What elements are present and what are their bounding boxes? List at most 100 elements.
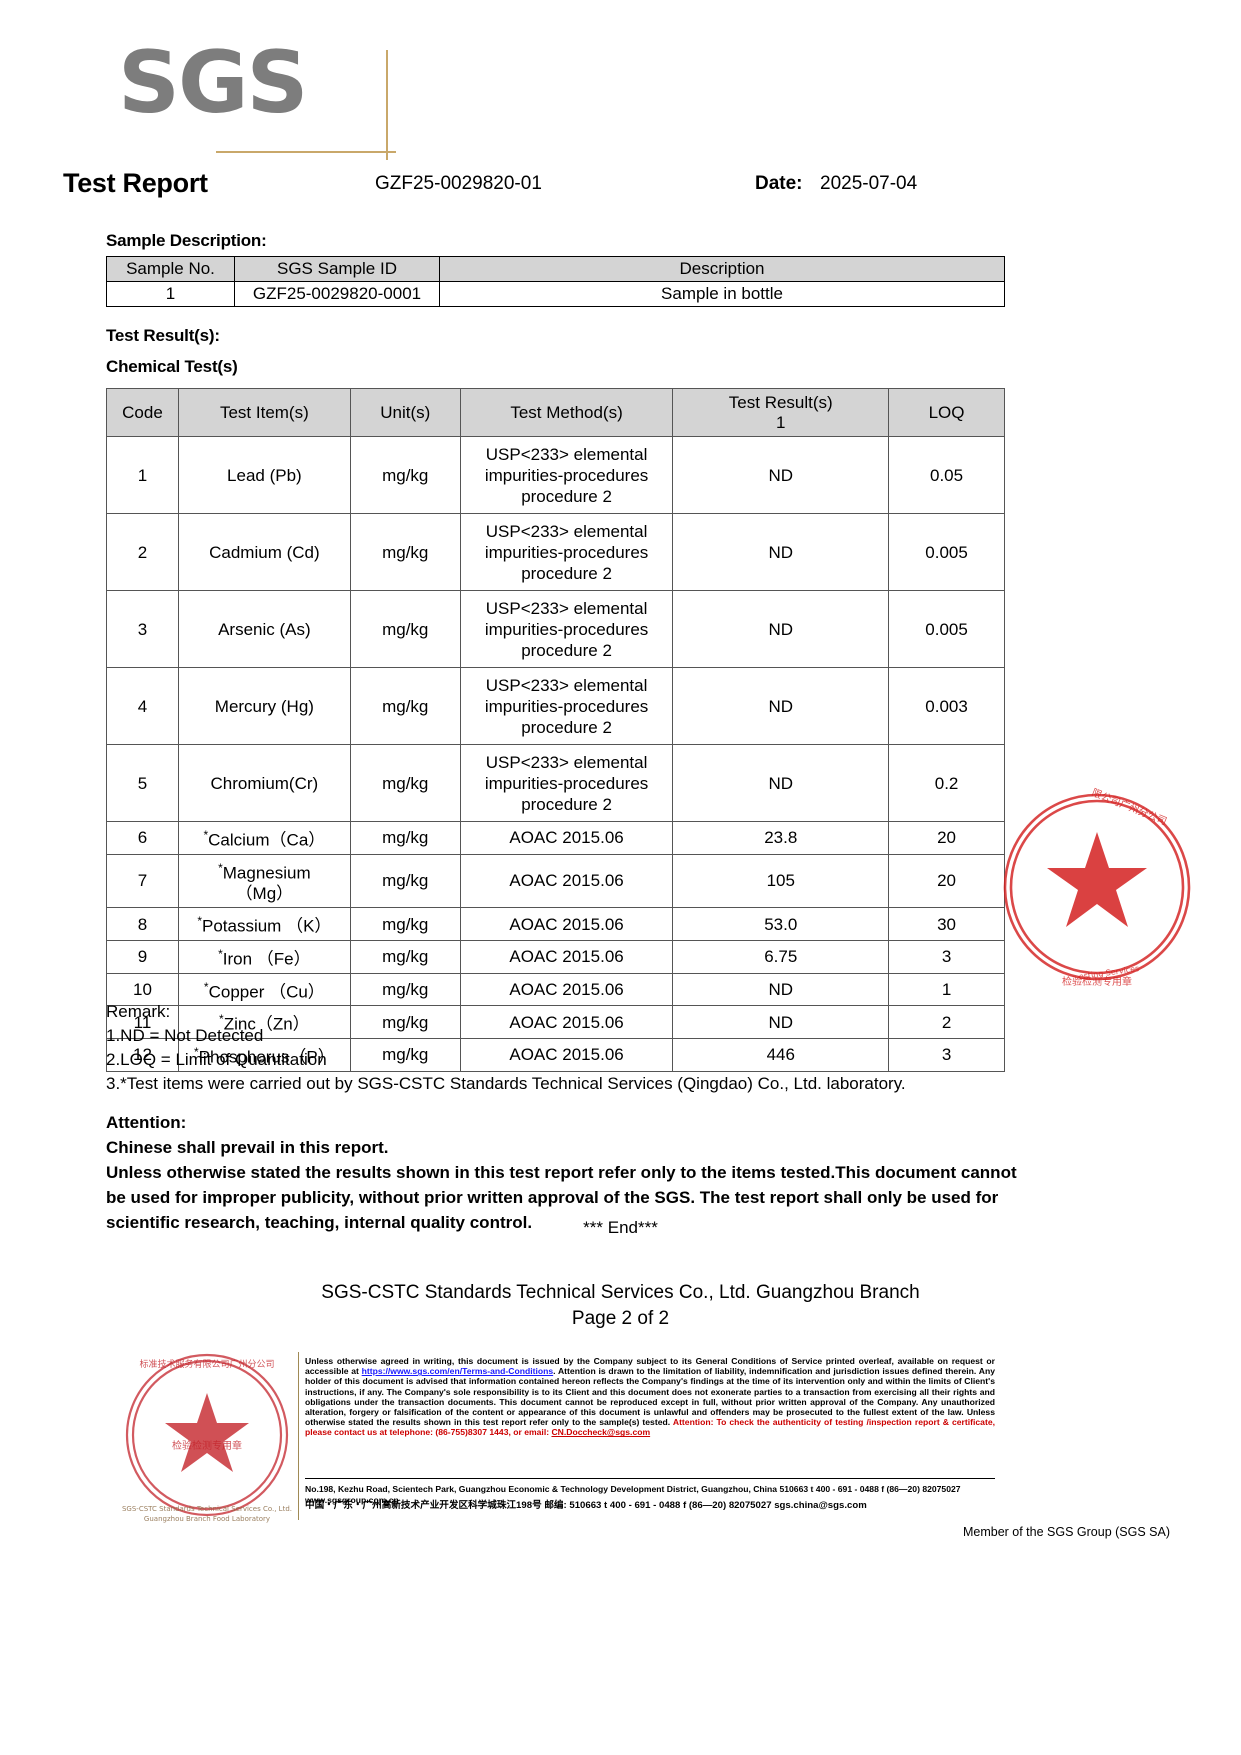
remark-line-2: 2.LOQ = Limit of Quantitation [106,1050,327,1069]
cell-item: *Calcium（Ca） [177,821,351,855]
cell-code: 5 [106,744,179,822]
footnote-asterisk: * [197,914,202,929]
table-row: 10 *Copper （Cu） mg/kg AOAC 2015.06 ND 1 [106,972,1005,1007]
col-result-sub: 1 [776,412,786,432]
remark-line-1: 1.ND = Not Detected [106,1026,264,1045]
sample-col-no: Sample No. [106,256,235,282]
cell-loq: 1 [888,972,1005,1007]
date-label: Date: [755,173,803,194]
cell-unit: mg/kg [349,853,461,909]
sample-no: 1 [106,281,235,307]
remark-title: Remark: [106,1002,171,1021]
sgs-logo-text: SGS [118,33,308,133]
cell-code: 12 [106,1037,179,1072]
chemical-results-table: Code Test Item(s) Unit(s) Test Method(s)… [106,388,1005,1072]
col-code: Code [106,388,179,437]
attention-title: Attention: [106,1113,187,1132]
terms-and-conditions-link[interactable]: https://www.sgs.com/en/Terms-and-Conditi… [361,1366,554,1377]
cell-unit: mg/kg [349,939,461,974]
cell-result: 53.0 [672,907,890,941]
col-result: Test Result(s) 1 [672,388,890,437]
cell-loq: 20 [888,821,1005,855]
cell-unit: mg/kg [349,907,461,941]
cell-unit: mg/kg [349,1005,461,1039]
report-number: GZF25-0029820-01 [375,173,542,194]
sample-id: GZF25-0029820-0001 [234,281,440,307]
cell-method: USP<233> elemental impurities-procedures… [459,590,674,668]
cell-code: 9 [106,939,179,974]
cell-unit: mg/kg [349,1037,461,1072]
page-title: Test Report [63,168,208,198]
footer-vertical-rule [298,1352,299,1520]
cell-unit: mg/kg [349,513,461,591]
svg-text:限公司广州分公司: 限公司广州分公司 [1090,787,1169,828]
svg-text:esting Services: esting Services [1078,964,1140,981]
sgs-logo: SGS [118,28,418,160]
cell-result: ND [672,667,890,745]
sample-table-header-row: Sample No. SGS Sample ID Description [106,256,1005,282]
cell-result: 6.75 [672,939,890,974]
cell-code: 1 [106,436,179,514]
footer-divider [305,1478,995,1479]
cell-method: USP<233> elemental impurities-procedures… [459,744,674,822]
table-row: 2 Cadmium (Cd) mg/kg USP<233> elemental imp… [106,513,1005,591]
footnote-asterisk: * [218,860,223,875]
cell-method: USP<233> elemental impurities-procedures… [459,513,674,591]
cell-result: 23.8 [672,821,890,855]
cell-result: ND [672,513,890,591]
cell-item: Cadmium (Cd) [177,513,351,591]
sample-col-id: SGS Sample ID [234,256,440,282]
table-row: 4 Mercury (Hg) mg/kg USP<233> elemental imp… [106,667,1005,745]
table-row: 7 *Magnesium （Mg） mg/kg AOAC 2015.06 105 20 [106,853,1005,909]
table-row: 3 Arsenic (As) mg/kg USP<233> elemental imp… [106,590,1005,668]
footnote-asterisk: * [219,1012,224,1027]
logo-vertical-rule [386,50,388,160]
col-item: Test Item(s) [177,388,351,437]
cell-code: 6 [106,821,179,855]
doccheck-attention: Attention: To check the authenticity of … [305,1417,995,1437]
cell-method: AOAC 2015.06 [459,821,674,855]
table-row: 1 Lead (Pb) mg/kg USP<233> elemental impuri… [106,436,1005,514]
cell-method: AOAC 2015.06 [459,1005,674,1039]
logo-horizontal-rule [216,151,396,153]
table-row: 9 *Iron （Fe） mg/kg AOAC 2015.06 6.75 3 [106,939,1005,974]
cell-item: Chromium(Cr) [177,744,351,822]
svg-text:检验检测专用章: 检验检测专用章 [172,1439,242,1452]
cell-result: ND [672,590,890,668]
sample-description-table: Sample No. SGS Sample ID Description 1 GZ… [106,256,1005,307]
cell-unit: mg/kg [349,667,461,745]
cell-item: *Zinc（Zn） [177,1005,351,1039]
cell-method: AOAC 2015.06 [459,1037,674,1072]
footer-address-en: No.198, Kezhu Road, Scientech Park, Guan… [305,1484,961,1505]
attention-section: Attention: Chinese shall prevail in this… [106,1110,1041,1235]
svg-text:Guangzhou Branch Food Laborato: Guangzhou Branch Food Laboratory [144,1515,270,1523]
cell-item: *Magnesium （Mg） [177,853,351,909]
sample-table-row: 1 GZF25-0029820-0001 Sample in bottle [106,281,1005,307]
footnote-asterisk: * [218,946,223,961]
date-value: 2025-07-04 [820,173,918,194]
col-result-main: Test Result(s) [728,392,833,412]
cell-item: *Potassium （K） [177,907,351,941]
cell-code: 8 [106,907,179,941]
sample-col-description: Description [439,256,1005,282]
chemical-tests-label: Chemical Test(s) [106,357,238,376]
doccheck-email-link[interactable]: CN.Doccheck@sgs.com [551,1427,651,1438]
cell-method: AOAC 2015.06 [459,972,674,1007]
cell-method: AOAC 2015.06 [459,907,674,941]
footer-company-name: SGS-CSTC Standards Technical Services Co… [321,1282,920,1303]
cell-item: Mercury (Hg) [177,667,351,745]
cell-method: AOAC 2015.06 [459,853,674,909]
svg-text:标准技术服务有限公司广州分公司: 标准技术服务有限公司广州分公司 [139,1358,274,1370]
cell-item: Lead (Pb) [177,436,351,514]
cell-code: 7 [106,853,179,909]
sample-description-label: Sample Description: [106,231,267,250]
doccheck-text: Attention: To check the authenticity of … [305,1417,995,1438]
cell-code: 11 [106,1005,179,1039]
footer-member-note: Member of the SGS Group (SGS SA) [962,1525,1170,1539]
table-row: 5 Chromium(Cr) mg/kg USP<233> elemental imp… [106,744,1005,822]
legal-disclaimer: Unless otherwise agreed in writing, this… [305,1356,995,1438]
cell-code: 4 [106,667,179,745]
svg-text:检验检测专用章: 检验检测专用章 [1062,975,1132,988]
footnote-asterisk: * [203,979,209,994]
